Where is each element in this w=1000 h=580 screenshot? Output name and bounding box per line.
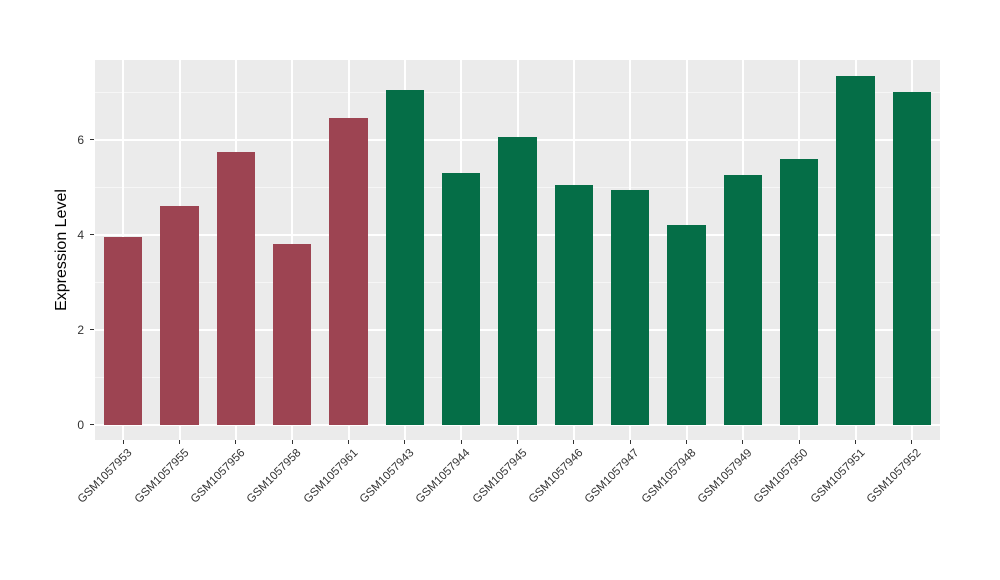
- x-tick-label: GSM1057951: [808, 447, 867, 506]
- y-tick-label: 6: [77, 132, 84, 147]
- x-tick-label: GSM1057953: [75, 447, 135, 506]
- x-tick-mark: [179, 440, 180, 444]
- bar-GSM1057961: [329, 118, 368, 425]
- bar-GSM1057948: [667, 225, 706, 425]
- x-tick-label: GSM1057956: [188, 447, 248, 506]
- x-tick-mark: [235, 440, 237, 444]
- x-tick-mark: [348, 440, 349, 444]
- x-tick-label: GSM1057949: [695, 447, 755, 506]
- bar-GSM1057951: [836, 75, 875, 425]
- bar-GSM1057956: [216, 151, 255, 425]
- y-tick-mark: [90, 234, 94, 236]
- y-tick-label: 0: [77, 417, 84, 432]
- y-tick-mark: [90, 139, 94, 141]
- bar-GSM1057950: [780, 158, 819, 425]
- x-tick-label: GSM1057961: [301, 447, 360, 506]
- x-tick-label: GSM1057944: [413, 447, 473, 506]
- plot-panel: [95, 60, 940, 440]
- x-tick-mark: [629, 440, 631, 444]
- x-tick-mark: [911, 440, 913, 444]
- y-tick-label: 2: [77, 322, 84, 337]
- y-tick-label: 4: [77, 227, 84, 242]
- x-tick-mark: [291, 440, 293, 444]
- bar-GSM1057955: [160, 206, 199, 425]
- x-tick-mark: [855, 440, 856, 444]
- x-tick-mark: [404, 440, 406, 444]
- x-tick-label: GSM1057945: [470, 447, 529, 506]
- x-tick-label: GSM1057958: [244, 447, 304, 506]
- x-tick-mark: [460, 440, 462, 444]
- x-tick-label: GSM1057948: [639, 447, 698, 506]
- x-tick-mark: [517, 440, 518, 444]
- bar-GSM1057958: [273, 244, 312, 425]
- x-tick-label: GSM1057952: [864, 447, 924, 506]
- bar-GSM1057949: [723, 175, 762, 425]
- x-tick-mark: [798, 440, 800, 444]
- x-tick-label: GSM1057947: [582, 447, 642, 506]
- x-tick-mark: [573, 440, 575, 444]
- bar-GSM1057943: [385, 89, 424, 425]
- x-tick-mark: [122, 440, 124, 444]
- y-tick-mark: [90, 329, 94, 331]
- x-tick-label: GSM1057955: [132, 447, 191, 506]
- x-tick-mark: [742, 440, 744, 444]
- x-tick-label: GSM1057950: [751, 447, 811, 506]
- x-tick-label: GSM1057946: [526, 447, 586, 506]
- bar-GSM1057945: [498, 137, 537, 425]
- bar-GSM1057953: [104, 237, 143, 425]
- bar-GSM1057944: [442, 173, 481, 425]
- x-tick-label: GSM1057943: [357, 447, 417, 506]
- y-tick-mark: [90, 424, 94, 426]
- bar-GSM1057946: [554, 184, 593, 425]
- y-axis-title: Expression Level: [53, 189, 70, 311]
- x-tick-mark: [686, 440, 687, 444]
- bar-GSM1057952: [892, 92, 931, 425]
- bar-GSM1057947: [611, 189, 650, 425]
